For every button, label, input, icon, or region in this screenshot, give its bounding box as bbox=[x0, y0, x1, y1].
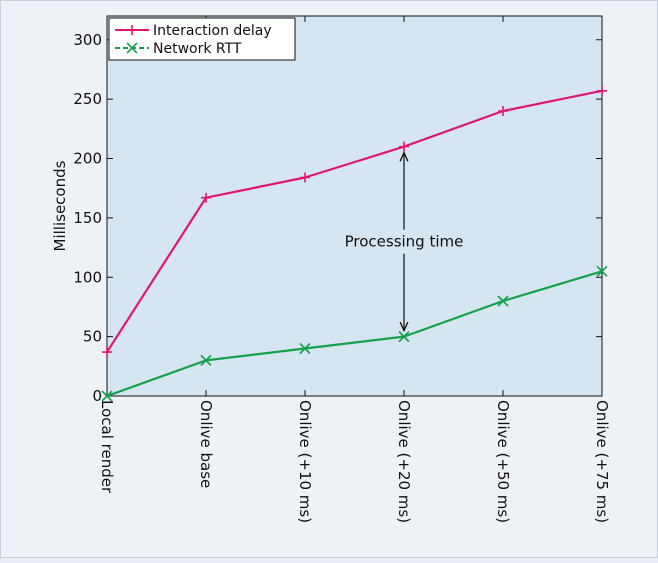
y-tick-label: 100 bbox=[73, 268, 102, 286]
legend-label-interaction-delay: Interaction delay bbox=[153, 23, 272, 39]
interaction-delay-point bbox=[597, 85, 607, 96]
y-tick-label: 300 bbox=[73, 31, 102, 49]
network-rtt-point bbox=[101, 390, 113, 402]
legend: Interaction delay Network RTT bbox=[108, 17, 296, 61]
y-axis-title: Milliseconds bbox=[51, 160, 69, 251]
interaction-delay-point bbox=[399, 141, 409, 152]
interaction-delay-point bbox=[201, 192, 211, 203]
legend-marker-network-rtt bbox=[126, 42, 138, 54]
y-tick-label: 0 bbox=[92, 387, 102, 405]
network-rtt-point bbox=[398, 331, 410, 343]
annotation: Processing time bbox=[338, 153, 470, 331]
x-tick-label: Local render bbox=[98, 400, 116, 494]
x-tick-label: Onlive base bbox=[197, 400, 215, 488]
interaction-delay-line bbox=[106, 89, 603, 353]
x-tick-label: Onlive (+20 ms) bbox=[395, 400, 413, 523]
network-rtt-point bbox=[596, 265, 608, 277]
plot-area bbox=[106, 15, 603, 397]
x-tick-label: Onlive (+75 ms) bbox=[593, 400, 611, 523]
legend-marker-interaction-delay bbox=[127, 25, 137, 35]
network-rtt-line bbox=[106, 270, 603, 398]
y-tick-label: 250 bbox=[73, 90, 102, 108]
interaction-delay-point bbox=[300, 172, 310, 183]
series-group bbox=[101, 85, 608, 402]
y-tick-label: 150 bbox=[73, 209, 102, 227]
x-axis: Local render Onlive base Onlive (+10 ms) On… bbox=[98, 16, 611, 523]
y-axis: 0 50 100 150 200 250 300 bbox=[73, 31, 602, 405]
y-tick-label: 50 bbox=[83, 328, 102, 346]
legend-label-network-rtt: Network RTT bbox=[153, 41, 242, 57]
y-tick-label: 200 bbox=[73, 150, 102, 168]
legend-box bbox=[108, 17, 296, 61]
annotation-label: Processing time bbox=[345, 233, 464, 251]
network-rtt-point bbox=[299, 342, 311, 355]
interaction-delay-point bbox=[498, 106, 508, 116]
annotation-label-background bbox=[338, 229, 470, 254]
x-tick-label: Onlive (+10 ms) bbox=[296, 400, 314, 523]
interaction-delay-point bbox=[102, 347, 112, 358]
network-rtt-point bbox=[200, 354, 212, 366]
x-tick-label: Onlive (+50 ms) bbox=[494, 400, 512, 523]
network-rtt-point bbox=[497, 295, 509, 307]
